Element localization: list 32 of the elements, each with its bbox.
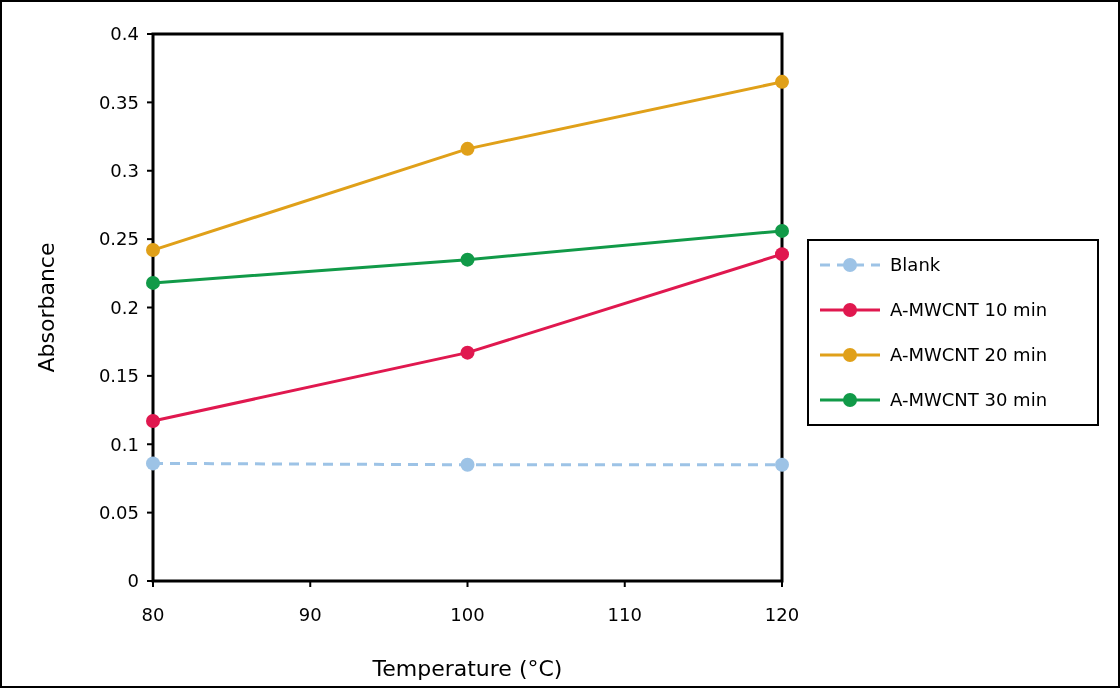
y-tick-label: 0.2 — [110, 296, 139, 318]
point — [146, 456, 160, 471]
point — [146, 243, 160, 258]
y-tick-label: 0.1 — [110, 433, 139, 455]
y-tick-label: 0.05 — [98, 501, 139, 523]
point — [775, 457, 789, 472]
point — [460, 141, 475, 156]
y-tick-label: 0.25 — [98, 228, 139, 250]
y-axis-title: Absorbance — [34, 242, 59, 373]
point — [775, 247, 789, 262]
legend-label: A-MWCNT 30 min — [890, 389, 1048, 411]
y-tick-label: 0.4 — [110, 23, 139, 45]
point — [460, 252, 475, 267]
x-tick-label: 110 — [607, 604, 642, 625]
legend-label: Blank — [890, 254, 941, 276]
x-tick-label: 80 — [141, 604, 165, 625]
y-tick-label: 0 — [127, 570, 139, 592]
x-tick-label: 120 — [764, 604, 800, 625]
point — [146, 275, 160, 290]
x-tick-label: 100 — [450, 604, 485, 625]
y-tick-label: 0.35 — [98, 91, 139, 113]
point — [460, 457, 475, 472]
x-axis-title: Temperature (°C) — [371, 656, 563, 681]
point — [775, 223, 789, 238]
x-tick-label: 90 — [298, 604, 322, 625]
legend-label: A-MWCNT 20 min — [890, 344, 1048, 366]
point — [775, 74, 789, 89]
legend-label: A-MWCNT 10 min — [890, 299, 1048, 321]
y-tick-label: 0.3 — [110, 160, 139, 182]
y-tick-label: 0.15 — [98, 365, 139, 387]
point — [460, 345, 475, 360]
point — [146, 414, 160, 428]
